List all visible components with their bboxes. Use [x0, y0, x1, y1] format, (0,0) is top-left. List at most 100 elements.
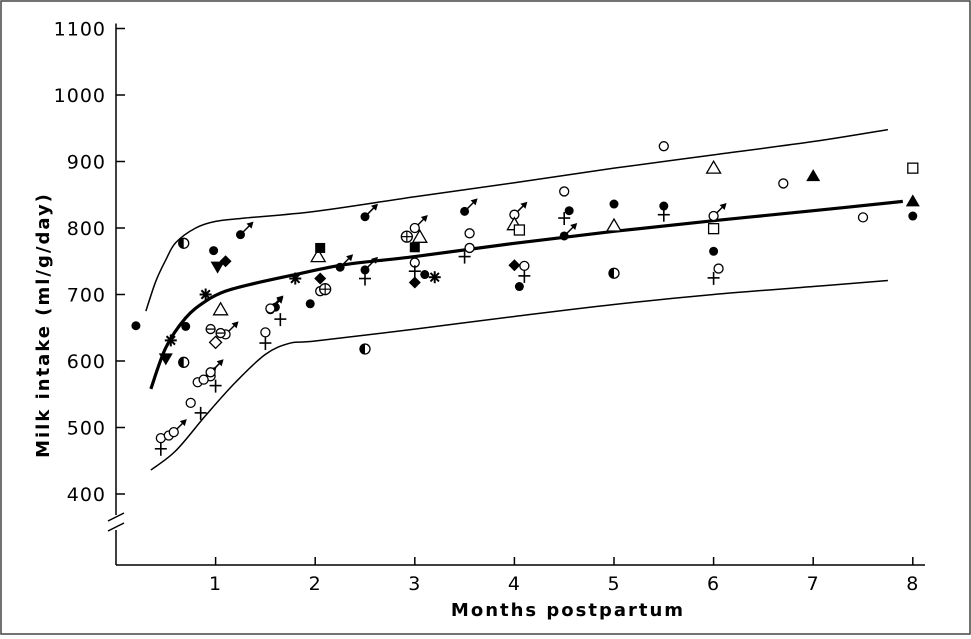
filled-square-mark — [315, 242, 326, 253]
filled-circle-mark — [360, 265, 370, 275]
open-diamond-mark — [208, 335, 223, 350]
filled-circle-mark — [514, 282, 524, 292]
y-tick-label: 500 — [67, 418, 106, 440]
data-point-plus — [558, 212, 571, 226]
data-point-open-triangle — [705, 159, 722, 174]
marker-arrow-head — [231, 321, 239, 329]
data-point-filled-triangle — [905, 194, 920, 207]
y-tick-label: 1100 — [54, 19, 106, 41]
data-point-open-square — [513, 224, 526, 236]
data-point-half-filled-circle — [359, 343, 371, 355]
x-tick-label: 4 — [508, 573, 521, 595]
marker-arrow-head — [371, 203, 378, 211]
y-axis-break-mark — [107, 512, 125, 522]
data-point-plus — [154, 442, 167, 456]
marker-arrow-head — [470, 198, 478, 206]
data-point-half-filled-circle — [608, 267, 620, 279]
data-point-filled-circle — [709, 246, 719, 256]
half-filled-circle-mark — [178, 238, 184, 249]
data-point-filled-circle-arrow — [335, 254, 354, 272]
filled-circle-mark — [709, 246, 719, 256]
data-point-plus — [194, 406, 207, 420]
filled-circle-mark — [559, 231, 569, 241]
data-point-open-circle — [260, 327, 271, 338]
data-point-open-circle-arrow — [409, 215, 428, 234]
data-point-circle-line — [205, 323, 216, 335]
y-tick-label: 900 — [67, 152, 106, 174]
open-circle-mark — [409, 222, 420, 234]
y-tick-label: 800 — [67, 218, 106, 240]
filled-circle-mark — [420, 270, 430, 280]
open-circle-mark — [464, 228, 475, 239]
marker-arrow-head — [346, 254, 354, 262]
filled-triangle-mark — [806, 169, 821, 182]
filled-circle-mark — [908, 211, 918, 221]
open-square-mark — [907, 162, 919, 174]
open-triangle-mark — [212, 301, 229, 316]
asterisk-mark — [429, 272, 440, 283]
y-tick-label: 400 — [67, 484, 106, 506]
data-point-filled-circle — [420, 270, 430, 280]
asterisk-mark — [200, 289, 211, 300]
data-point-plus — [518, 269, 531, 283]
upper-limit-curve — [145, 128, 889, 312]
open-circle-mark — [198, 374, 209, 385]
data-point-plus — [408, 265, 421, 279]
data-point-filled-square — [409, 242, 420, 253]
marker-arrow-head — [276, 295, 284, 303]
open-square-mark — [707, 223, 720, 235]
data-point-open-triangle — [310, 248, 327, 263]
data-point-filled-diamond — [408, 276, 421, 289]
y-tick-label: 700 — [67, 285, 106, 307]
data-point-plus — [259, 337, 272, 351]
data-point-plus — [359, 272, 371, 286]
open-circle-mark — [265, 303, 276, 314]
data-point-filled-circle — [908, 211, 918, 221]
filled-down-triangle-mark — [210, 261, 225, 274]
open-square-mark — [513, 224, 526, 236]
data-point-open-circle — [658, 141, 669, 152]
open-circle-mark — [857, 212, 869, 223]
filled-square-mark — [409, 242, 420, 253]
x-tick-label: 1 — [209, 573, 222, 595]
open-circle-mark — [778, 178, 789, 189]
data-point-plus — [707, 271, 720, 285]
filled-diamond-mark — [314, 272, 327, 285]
data-point-open-square — [707, 223, 720, 235]
marker-arrow-head — [420, 215, 428, 222]
data-point-filled-circle-arrow — [360, 203, 378, 222]
data-point-filled-circle-arrow — [559, 222, 578, 241]
data-point-plus — [458, 250, 471, 264]
open-circle-mark — [185, 397, 196, 409]
marker-arrow-head — [179, 419, 187, 427]
data-point-filled-circle — [181, 321, 191, 331]
asterisk-mark — [290, 273, 301, 284]
marker-arrow-head — [719, 203, 727, 211]
filled-diamond-mark — [508, 259, 521, 272]
data-point-plus — [657, 208, 670, 222]
filled-circle-mark — [360, 212, 370, 222]
marker-arrow-head — [371, 256, 378, 264]
filled-circle-mark — [335, 262, 345, 272]
open-triangle-mark — [705, 159, 722, 174]
data-point-open-circle — [857, 212, 869, 223]
data-point-open-diamond — [208, 335, 223, 350]
marker-arrow-head — [246, 221, 254, 229]
data-point-open-circle — [559, 186, 570, 197]
open-triangle-mark — [310, 248, 327, 263]
open-circle-mark — [260, 327, 271, 338]
marker-arrow-head — [520, 201, 528, 209]
data-point-half-filled-circle — [178, 356, 190, 368]
open-circle-mark — [658, 141, 669, 152]
x-tick-label: 3 — [408, 573, 421, 595]
axes: 400 500 600 700 800 900 1000 1100 1 2 3 4 5 6 7 8 — [54, 19, 925, 595]
marker-arrow-head — [570, 222, 578, 230]
filled-down-triangle-mark — [158, 353, 173, 366]
data-point-open-circle — [464, 228, 475, 239]
data-point-filled-circle-arrow — [360, 256, 378, 275]
x-tick-label: 7 — [807, 573, 820, 595]
open-circle-mark — [559, 186, 570, 197]
x-tick-label: 2 — [309, 573, 322, 595]
